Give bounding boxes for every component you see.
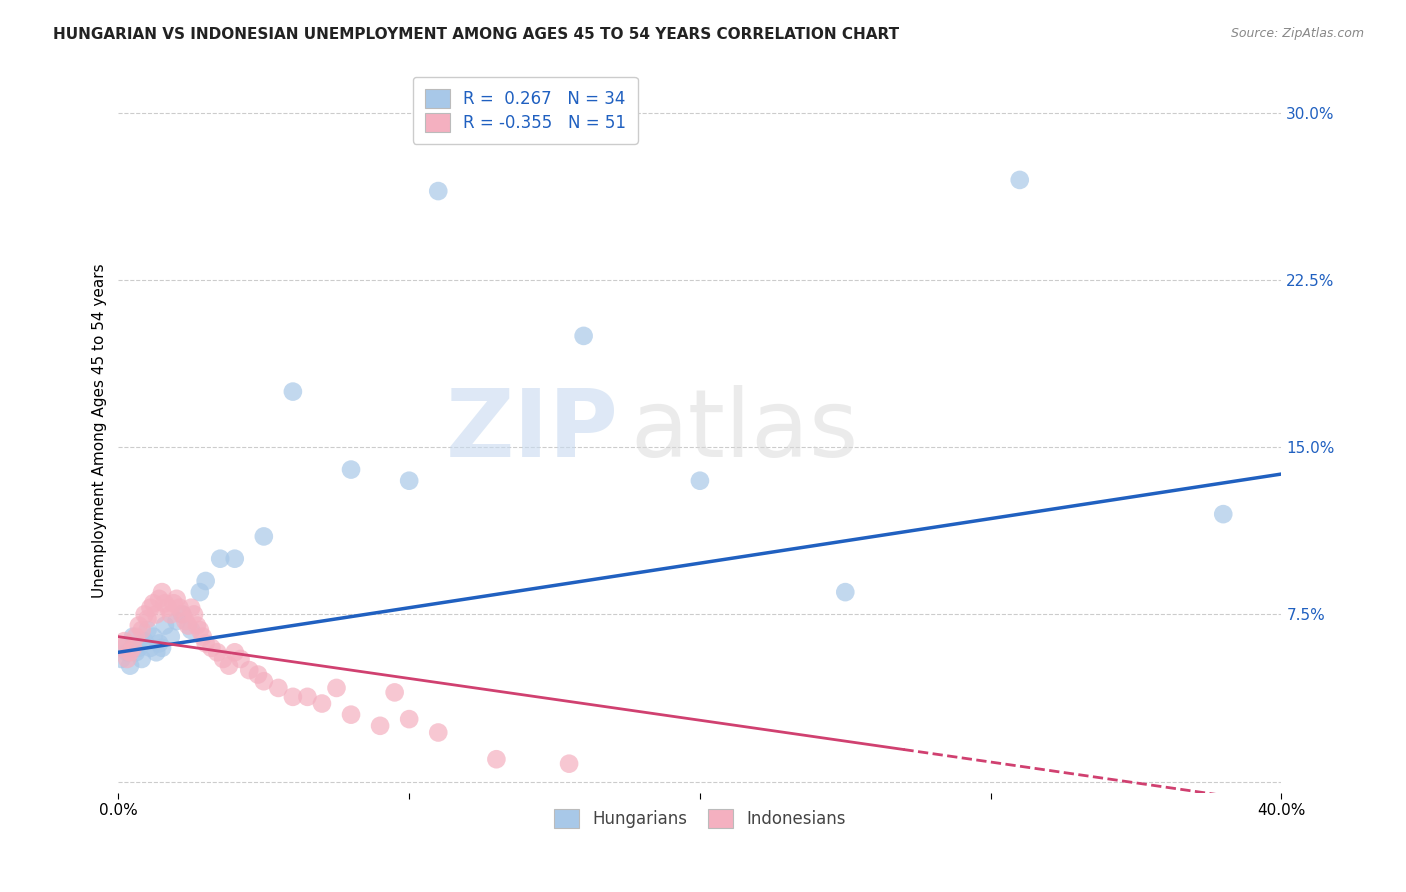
Point xyxy=(238,663,260,677)
Point xyxy=(246,667,269,681)
Point xyxy=(297,690,319,704)
Point xyxy=(188,585,211,599)
Point xyxy=(120,645,142,659)
Point xyxy=(212,652,235,666)
Point xyxy=(183,607,205,622)
Point xyxy=(834,585,856,599)
Point xyxy=(224,551,246,566)
Point xyxy=(153,618,176,632)
Point xyxy=(253,529,276,543)
Point xyxy=(163,596,186,610)
Point xyxy=(218,658,240,673)
Point xyxy=(142,630,165,644)
Point xyxy=(136,612,159,626)
Point xyxy=(134,634,156,648)
Point xyxy=(209,551,232,566)
Point xyxy=(112,634,135,648)
Point xyxy=(194,636,217,650)
Point xyxy=(122,630,145,644)
Point xyxy=(131,623,153,637)
Point xyxy=(253,674,276,689)
Text: HUNGARIAN VS INDONESIAN UNEMPLOYMENT AMONG AGES 45 TO 54 YEARS CORRELATION CHART: HUNGARIAN VS INDONESIAN UNEMPLOYMENT AMO… xyxy=(53,27,900,42)
Point xyxy=(485,752,508,766)
Point xyxy=(120,658,142,673)
Point xyxy=(267,681,290,695)
Point xyxy=(110,652,132,666)
Legend: Hungarians, Indonesians: Hungarians, Indonesians xyxy=(548,803,852,835)
Text: ZIP: ZIP xyxy=(446,384,619,476)
Point xyxy=(281,690,304,704)
Point xyxy=(172,607,194,622)
Point xyxy=(139,600,162,615)
Point xyxy=(145,607,167,622)
Point xyxy=(159,607,181,622)
Point xyxy=(110,640,132,655)
Point xyxy=(134,607,156,622)
Point xyxy=(427,184,450,198)
Point xyxy=(169,600,191,615)
Point xyxy=(150,585,173,599)
Point xyxy=(188,623,211,637)
Point xyxy=(398,712,420,726)
Point xyxy=(128,640,150,655)
Point xyxy=(325,681,347,695)
Text: Source: ZipAtlas.com: Source: ZipAtlas.com xyxy=(1230,27,1364,40)
Point xyxy=(200,640,222,655)
Point xyxy=(1008,173,1031,187)
Point xyxy=(177,618,200,632)
Point xyxy=(427,725,450,739)
Point xyxy=(142,596,165,610)
Point xyxy=(398,474,420,488)
Point xyxy=(125,630,148,644)
Point xyxy=(159,630,181,644)
Point xyxy=(311,697,333,711)
Point xyxy=(384,685,406,699)
Point xyxy=(166,614,188,628)
Point xyxy=(148,591,170,606)
Point xyxy=(180,623,202,637)
Point xyxy=(139,640,162,655)
Y-axis label: Unemployment Among Ages 45 to 54 years: Unemployment Among Ages 45 to 54 years xyxy=(93,263,107,598)
Point xyxy=(340,707,363,722)
Point xyxy=(156,600,179,615)
Point xyxy=(145,645,167,659)
Point xyxy=(128,618,150,632)
Point xyxy=(191,630,214,644)
Point xyxy=(150,640,173,655)
Point xyxy=(186,618,208,632)
Point xyxy=(558,756,581,771)
Point xyxy=(229,652,252,666)
Point xyxy=(172,607,194,622)
Point xyxy=(115,652,138,666)
Point xyxy=(131,652,153,666)
Point xyxy=(115,645,138,659)
Point xyxy=(174,614,197,628)
Point xyxy=(148,636,170,650)
Point xyxy=(1212,507,1234,521)
Point xyxy=(572,329,595,343)
Point xyxy=(112,640,135,655)
Point xyxy=(122,640,145,655)
Point xyxy=(194,574,217,588)
Point xyxy=(166,591,188,606)
Point xyxy=(125,645,148,659)
Point xyxy=(368,719,391,733)
Point xyxy=(180,600,202,615)
Point xyxy=(689,474,711,488)
Point xyxy=(224,645,246,659)
Point xyxy=(136,623,159,637)
Point xyxy=(153,596,176,610)
Point xyxy=(340,462,363,476)
Text: atlas: atlas xyxy=(630,384,859,476)
Point xyxy=(281,384,304,399)
Point xyxy=(207,645,229,659)
